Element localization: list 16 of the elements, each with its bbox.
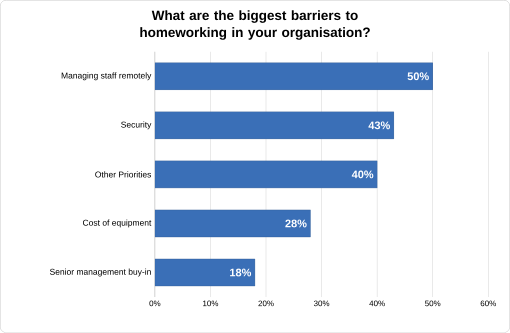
data-label: 43% [368,122,390,130]
y-tick-label: Managing staff remotely [62,72,152,80]
chart-title: What are the biggest barriers to homeworking in your organisation? [140,10,370,40]
data-label: 28% [285,220,307,228]
bar [154,258,256,286]
bar [154,112,394,140]
data-label: 18% [230,268,252,277]
y-tick-label: Security [121,122,152,130]
y-tick-label: Senior management buy-in [50,268,151,277]
y-tick-label: Cost of equipment [82,220,152,228]
data-label: 50% [408,72,429,80]
data-label: 40% [352,170,374,178]
bar [154,160,378,188]
bar [154,210,311,238]
bar [154,62,433,90]
y-tick-label: Other Priorities [95,171,152,178]
